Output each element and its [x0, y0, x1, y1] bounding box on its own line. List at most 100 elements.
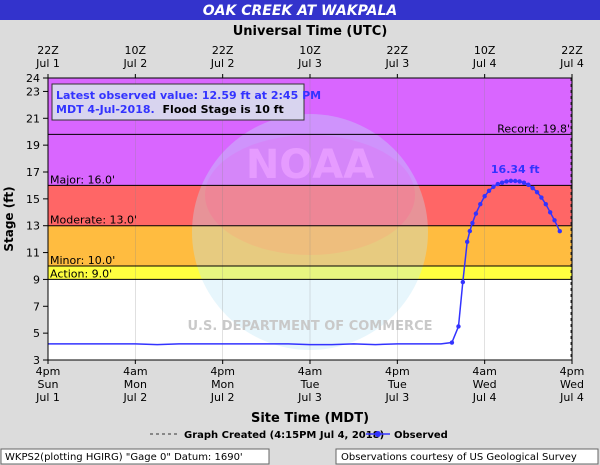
- bottom-tick-time: 4pm: [210, 365, 235, 378]
- bottom-tick-date: Jul 3: [384, 391, 409, 404]
- bottom-tick-time: 4am: [123, 365, 147, 378]
- flood-stage-note: Flood Stage is 10 ft: [163, 103, 284, 116]
- top-tick-date: Jul 3: [297, 57, 322, 70]
- legend-observed-label: Observed: [394, 430, 448, 441]
- bottom-tick-time: 4pm: [560, 365, 585, 378]
- top-tick-hour: 10Z: [474, 44, 496, 57]
- footer-left-box: [0, 448, 270, 465]
- observed-point: [486, 188, 492, 193]
- y-axis-title: Stage (ft): [2, 186, 16, 251]
- observed-point: [499, 180, 505, 185]
- top-tick-date: Jul 2: [122, 57, 147, 70]
- top-tick-date: Jul 3: [384, 57, 409, 70]
- bottom-tick-day: Mon: [211, 378, 234, 391]
- y-tick-label: 11: [26, 247, 40, 260]
- legend-created-label: Graph Created (4:15PM Jul 4, 2018): [184, 430, 384, 441]
- plot-area: NOAA U.S. DEPARTMENT OF COMMERCE Action:…: [47, 77, 573, 361]
- bottom-tick-day: Sun: [38, 378, 59, 391]
- bottom-tick-date: Jul 3: [297, 391, 322, 404]
- top-tick-hour: 10Z: [299, 44, 321, 57]
- bottom-tick-day: Wed: [560, 378, 584, 391]
- observed-point: [508, 178, 514, 184]
- observed-series: [48, 178, 562, 346]
- bottom-tick-time: 4pm: [385, 365, 410, 378]
- top-tick-hour: 22Z: [212, 44, 234, 57]
- top-tick-date: Jul 2: [210, 57, 235, 70]
- y-tick-label: 5: [33, 327, 40, 340]
- chart-title: OAK CREEK AT WAKPALA: [203, 3, 397, 19]
- observed-point: [465, 239, 470, 245]
- bottom-axis-title: Site Time (MDT): [251, 411, 369, 426]
- observed-point: [504, 179, 509, 184]
- observed-point: [534, 189, 540, 195]
- y-tick-label: 3: [33, 354, 40, 367]
- latest-value-line2: MDT 4-Jul-2018. Flood Stage is 10 ft: [56, 103, 284, 116]
- bottom-tick-date: Jul 2: [122, 391, 147, 404]
- observed-point: [517, 179, 522, 184]
- observed-point: [460, 279, 466, 285]
- bottom-tick-date: Jul 4: [472, 391, 497, 404]
- y-tick-label: 13: [26, 220, 40, 233]
- y-tick-label: 23: [26, 85, 40, 98]
- footer-right-text: Observations courtesy of US Geological S…: [341, 452, 577, 463]
- top-tick-hour: 22Z: [37, 44, 59, 57]
- bottom-tick-day: Tue: [387, 378, 407, 391]
- footer-left-text: WKPS2(plotting HGIRG) "Gage 0" Datum: 16…: [5, 452, 243, 463]
- observed-point: [467, 228, 473, 234]
- top-axis-title: Universal Time (UTC): [233, 24, 388, 39]
- observed-point: [513, 178, 518, 184]
- observed-point: [552, 218, 557, 223]
- latest-value-date: MDT 4-Jul-2018.: [56, 103, 155, 116]
- top-tick-date: Jul 1: [35, 57, 60, 70]
- stage-label-moderate: Moderate: 13.0': [50, 214, 137, 227]
- observed-point: [456, 324, 461, 329]
- bottom-tick-date: Jul 2: [210, 391, 235, 404]
- top-tick-hour: 22Z: [387, 44, 409, 57]
- y-tick-label: 17: [26, 166, 40, 179]
- observed-point: [495, 181, 500, 187]
- observed-point: [470, 220, 475, 226]
- bottom-tick-time: 4am: [298, 365, 322, 378]
- observed-point: [547, 210, 553, 215]
- flood-stage-labels: Action: 9.0'Minor: 10.0' Moderate: 13.0' M…: [50, 122, 570, 280]
- observed-point: [521, 180, 527, 185]
- top-tick-date: Jul 4: [559, 57, 584, 70]
- y-tick-label: 9: [33, 273, 40, 286]
- bottom-tick-day: Tue: [300, 378, 320, 391]
- peak-label: 16.34 ft: [491, 163, 540, 176]
- bottom-tick-time: 4am: [472, 365, 496, 378]
- flood-stage-lines: [48, 133, 572, 280]
- bottom-tick-day: Wed: [473, 378, 497, 391]
- observed-point: [530, 185, 535, 191]
- y-tick-label: 24: [26, 72, 40, 85]
- observed-point: [478, 202, 483, 207]
- latest-value-box: Latest observed value: 12.59 ft at 2:45 …: [51, 83, 321, 121]
- stage-label-action: Action: 9.0': [50, 267, 112, 280]
- gridlines: [135, 78, 485, 360]
- record-label: Record: 19.8': [497, 122, 570, 135]
- top-tick-hour: 22Z: [561, 44, 583, 57]
- bottom-tick-date: Jul 1: [35, 391, 60, 404]
- stage-label-major: Major: 16.0': [50, 173, 115, 186]
- observed-point: [526, 182, 531, 187]
- latest-value-box-frame: [51, 83, 305, 121]
- footer-right-box: [335, 448, 599, 465]
- observed-point: [557, 229, 562, 234]
- y-tick-label: 7: [33, 300, 40, 313]
- observed-point: [449, 340, 455, 345]
- legend: Graph Created (4:15PM Jul 4, 2018) Obser…: [150, 430, 448, 441]
- observed-point: [543, 202, 548, 207]
- y-tick-label: 19: [26, 139, 40, 152]
- top-tick-date: Jul 4: [472, 57, 497, 70]
- observed-point: [491, 184, 496, 189]
- bottom-tick-day: Mon: [124, 378, 147, 391]
- top-tick-hour: 10Z: [125, 44, 147, 57]
- observed-point: [539, 195, 544, 200]
- bottom-tick-time: 4pm: [36, 365, 61, 378]
- title-bar: [0, 0, 600, 20]
- latest-value-line1: Latest observed value: 12.59 ft at 2:45 …: [56, 89, 321, 102]
